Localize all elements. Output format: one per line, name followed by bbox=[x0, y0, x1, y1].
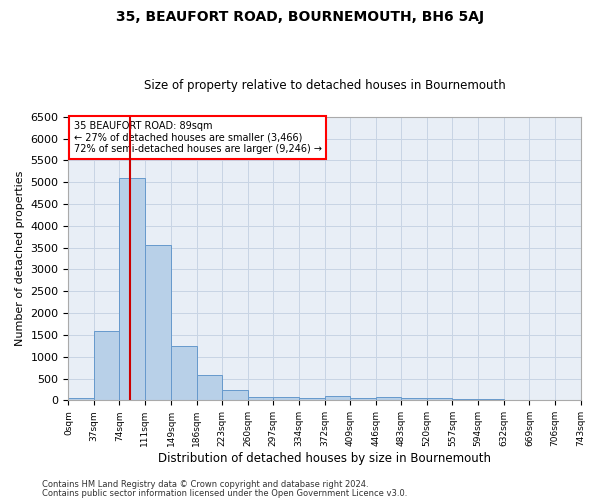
Text: 35 BEAUFORT ROAD: 89sqm
← 27% of detached houses are smaller (3,466)
72% of semi: 35 BEAUFORT ROAD: 89sqm ← 27% of detache… bbox=[74, 121, 322, 154]
Bar bbox=[325, 396, 350, 400]
Bar bbox=[401, 398, 427, 400]
Text: 35, BEAUFORT ROAD, BOURNEMOUTH, BH6 5AJ: 35, BEAUFORT ROAD, BOURNEMOUTH, BH6 5AJ bbox=[116, 10, 484, 24]
Bar bbox=[171, 346, 197, 401]
Bar bbox=[376, 397, 401, 400]
Bar bbox=[452, 399, 478, 400]
Bar bbox=[119, 178, 145, 400]
Bar bbox=[68, 398, 94, 400]
Text: Contains public sector information licensed under the Open Government Licence v3: Contains public sector information licen… bbox=[42, 488, 407, 498]
Bar bbox=[299, 398, 325, 400]
X-axis label: Distribution of detached houses by size in Bournemouth: Distribution of detached houses by size … bbox=[158, 452, 491, 465]
Y-axis label: Number of detached properties: Number of detached properties bbox=[15, 171, 25, 346]
Title: Size of property relative to detached houses in Bournemouth: Size of property relative to detached ho… bbox=[143, 79, 505, 92]
Bar bbox=[350, 398, 376, 400]
Bar bbox=[427, 398, 452, 400]
Text: Contains HM Land Registry data © Crown copyright and database right 2024.: Contains HM Land Registry data © Crown c… bbox=[42, 480, 368, 489]
Bar bbox=[222, 390, 248, 400]
Bar bbox=[197, 375, 222, 400]
Bar bbox=[478, 399, 504, 400]
Bar bbox=[145, 246, 171, 400]
Bar bbox=[273, 398, 299, 400]
Bar bbox=[94, 330, 119, 400]
Bar bbox=[248, 397, 273, 400]
